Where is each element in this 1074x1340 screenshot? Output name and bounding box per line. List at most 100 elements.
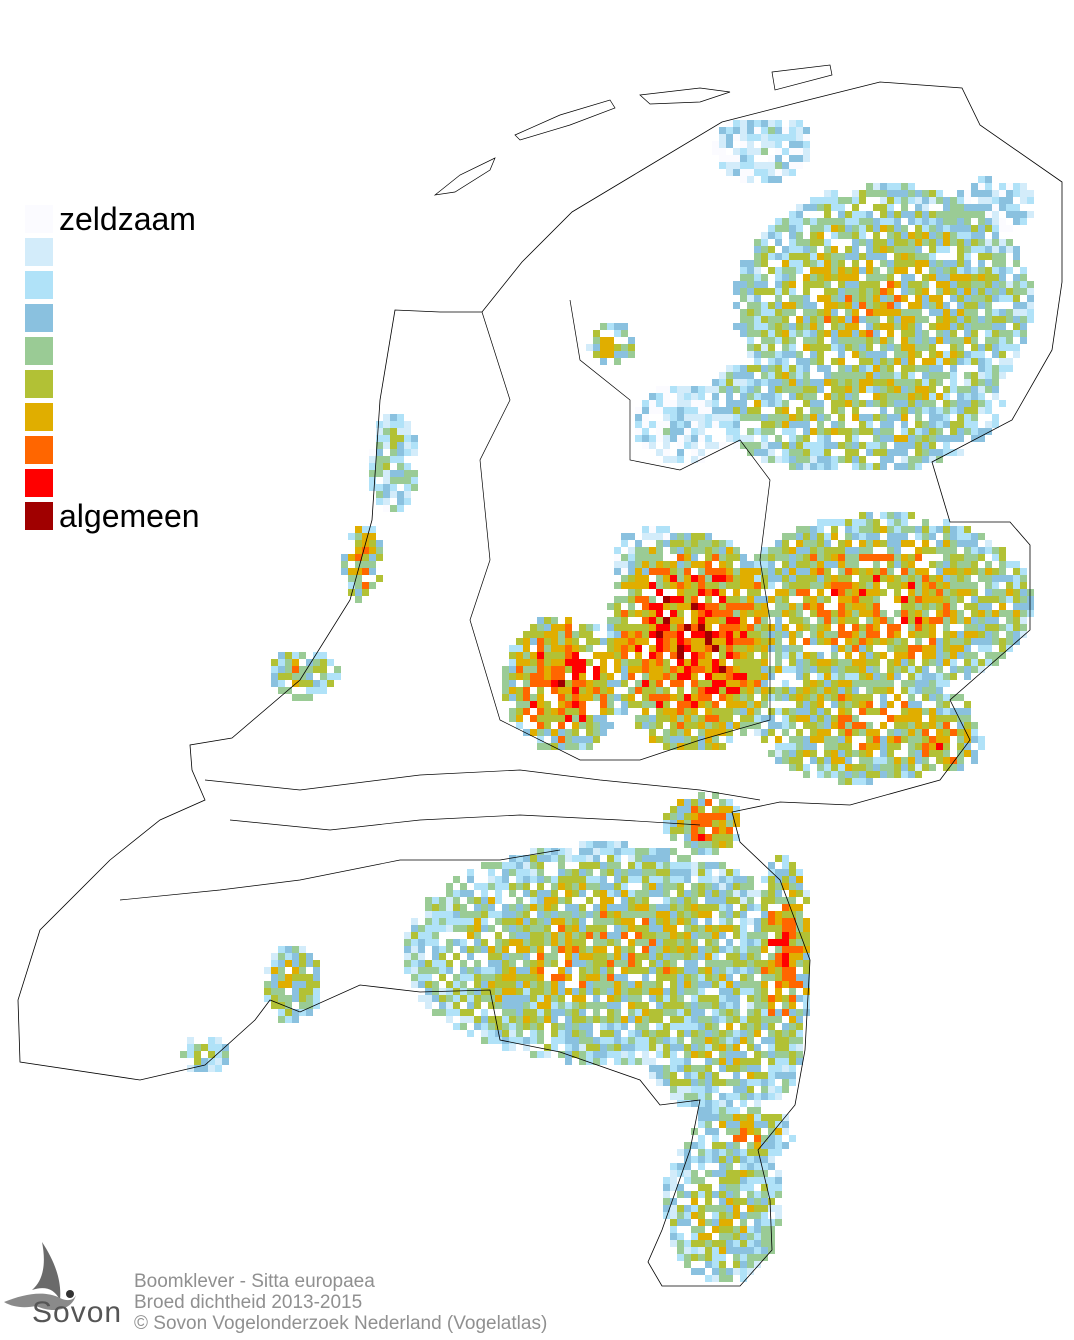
density-cell <box>971 652 978 659</box>
density-cell <box>852 288 859 295</box>
density-cell <box>670 967 677 974</box>
density-cell <box>908 316 915 323</box>
density-cell <box>593 988 600 995</box>
density-cell <box>754 939 761 946</box>
density-cell <box>551 631 558 638</box>
density-cell <box>859 330 866 337</box>
density-cell <box>446 939 453 946</box>
density-cell <box>684 953 691 960</box>
density-cell <box>957 666 964 673</box>
density-cell <box>964 288 971 295</box>
density-cell <box>649 1058 656 1065</box>
density-cell <box>831 358 838 365</box>
density-cell <box>810 638 817 645</box>
density-cell <box>838 379 845 386</box>
density-cell <box>782 533 789 540</box>
density-cell <box>873 736 880 743</box>
density-cell <box>985 183 992 190</box>
density-cell <box>894 554 901 561</box>
density-cell <box>901 463 908 470</box>
density-cell <box>915 414 922 421</box>
density-cell <box>929 309 936 316</box>
density-cell <box>628 589 635 596</box>
density-cell <box>971 617 978 624</box>
density-cell <box>796 743 803 750</box>
density-cell <box>768 323 775 330</box>
density-cell <box>628 351 635 358</box>
density-cell <box>908 386 915 393</box>
density-cell <box>523 1023 530 1030</box>
density-cell <box>320 666 327 673</box>
density-cell <box>922 624 929 631</box>
density-cell <box>705 1044 712 1051</box>
density-cell <box>817 526 824 533</box>
density-cell <box>747 666 754 673</box>
density-cell <box>915 596 922 603</box>
density-cell <box>733 694 740 701</box>
density-cell <box>621 344 628 351</box>
density-cell <box>726 372 733 379</box>
density-cell <box>551 624 558 631</box>
density-cell <box>782 694 789 701</box>
density-cell <box>817 435 824 442</box>
density-cell <box>684 435 691 442</box>
density-cell <box>775 400 782 407</box>
density-cell <box>901 344 908 351</box>
density-cell <box>663 617 670 624</box>
density-cell <box>663 939 670 946</box>
density-cell <box>446 981 453 988</box>
density-cell <box>698 995 705 1002</box>
density-cell <box>607 1030 614 1037</box>
density-cell <box>614 624 621 631</box>
density-cell <box>761 603 768 610</box>
density-cell <box>866 519 873 526</box>
density-cell <box>579 953 586 960</box>
density-cell <box>838 715 845 722</box>
density-cell <box>628 694 635 701</box>
density-cell <box>635 435 642 442</box>
density-cell <box>782 225 789 232</box>
density-cell <box>656 631 663 638</box>
density-cell <box>614 547 621 554</box>
density-cell <box>985 652 992 659</box>
density-cell <box>957 211 964 218</box>
density-cell <box>908 603 915 610</box>
density-cell <box>719 1065 726 1072</box>
density-cell <box>845 323 852 330</box>
density-cell <box>964 652 971 659</box>
density-cell <box>299 666 306 673</box>
density-cell <box>880 694 887 701</box>
density-cell <box>894 631 901 638</box>
density-cell <box>719 743 726 750</box>
density-cell <box>586 1058 593 1065</box>
density-cell <box>726 981 733 988</box>
density-cell <box>901 575 908 582</box>
density-cell <box>796 876 803 883</box>
density-cell <box>523 701 530 708</box>
density-cell <box>684 1072 691 1079</box>
density-cell <box>656 435 663 442</box>
density-cell <box>831 428 838 435</box>
density-cell <box>768 169 775 176</box>
density-cell <box>824 722 831 729</box>
density-cell <box>950 610 957 617</box>
density-cell <box>796 869 803 876</box>
density-cell <box>586 883 593 890</box>
density-cell <box>803 323 810 330</box>
density-cell <box>733 897 740 904</box>
density-cell <box>705 1023 712 1030</box>
density-cell <box>768 953 775 960</box>
density-cell <box>908 771 915 778</box>
density-cell <box>810 337 817 344</box>
density-cell <box>922 428 929 435</box>
density-cell <box>684 960 691 967</box>
density-cell <box>481 883 488 890</box>
density-cell <box>866 771 873 778</box>
density-cell <box>537 715 544 722</box>
density-cell <box>1020 610 1027 617</box>
density-cell <box>705 547 712 554</box>
density-cell <box>523 659 530 666</box>
density-cell <box>271 995 278 1002</box>
density-cell <box>733 120 740 127</box>
density-cell <box>474 883 481 890</box>
